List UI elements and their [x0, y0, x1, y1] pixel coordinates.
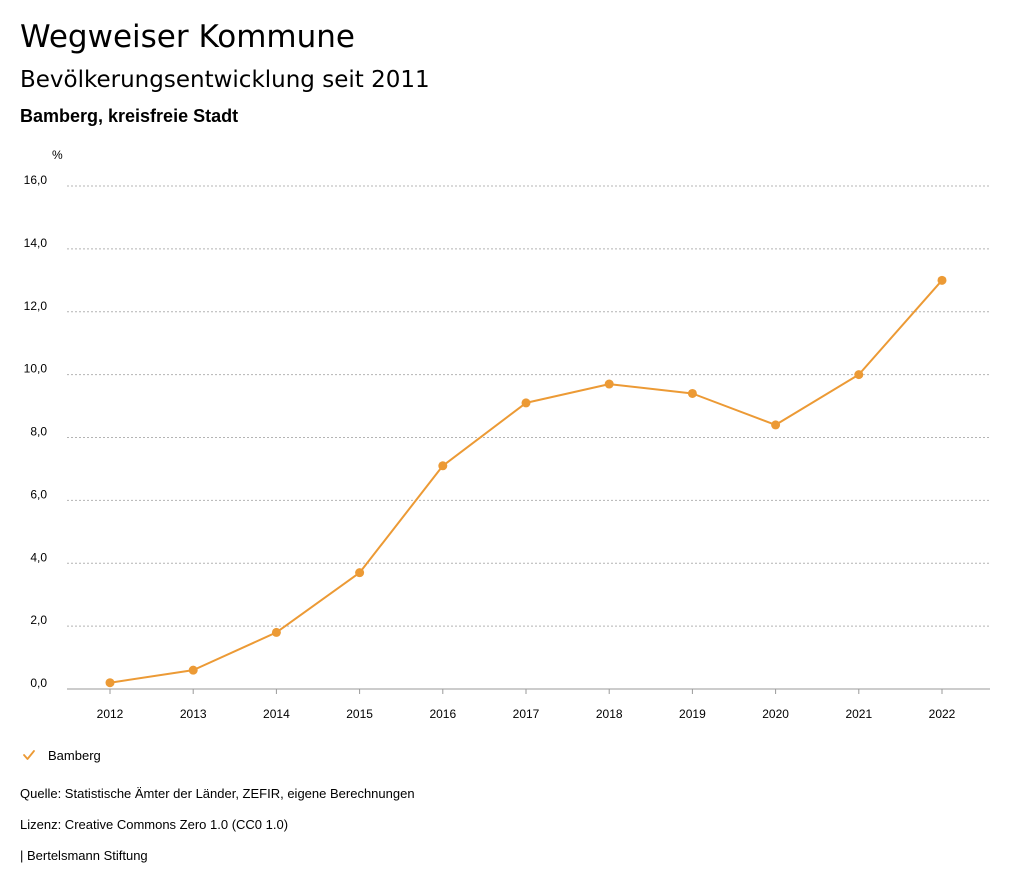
x-tick-label: 2015 [346, 707, 373, 721]
x-tick-label: 2013 [180, 707, 207, 721]
source-note: Quelle: Statistische Ämter der Länder, Z… [20, 786, 415, 801]
x-tick-label: 2020 [762, 707, 789, 721]
x-tick-label: 2017 [513, 707, 540, 721]
data-point [604, 379, 614, 389]
x-tick-label: 2021 [845, 707, 872, 721]
data-point [105, 678, 115, 688]
legend[interactable]: Bamberg [22, 744, 101, 766]
data-point [937, 275, 947, 285]
data-point [854, 370, 864, 380]
x-tick-label: 2016 [429, 707, 456, 721]
legend-label: Bamberg [48, 747, 101, 763]
data-point [355, 568, 365, 578]
x-tick-label: 2022 [929, 707, 956, 721]
x-tick-label: 2019 [679, 707, 706, 721]
y-tick-label: 14,0 [24, 236, 48, 250]
x-tick-label: 2012 [97, 707, 124, 721]
chart-subtitle: Bevölkerungsentwicklung seit 2011 [20, 67, 430, 93]
check-icon [22, 748, 36, 762]
y-tick-label: 10,0 [24, 362, 48, 376]
y-tick-label: 4,0 [30, 550, 47, 564]
series-line [109, 279, 943, 684]
data-point [521, 398, 531, 408]
data-point [271, 627, 281, 637]
publisher-note: | Bertelsmann Stiftung [20, 848, 148, 863]
x-tick-label: 2018 [596, 707, 623, 721]
page-title: Wegweiser Kommune [20, 19, 355, 55]
x-tick-label: 2014 [263, 707, 290, 721]
data-point [438, 461, 448, 471]
line-chart: % 0,0 2,0 4,0 6,0 8,0 10,0 12,0 14,0 16,0 2012 2013… [24, 148, 990, 721]
y-tick-label: 0,0 [30, 676, 47, 690]
y-axis-unit: % [52, 148, 63, 162]
y-tick-label: 6,0 [30, 487, 47, 501]
region-name: Bamberg, kreisfreie Stadt [20, 106, 239, 126]
series-bamberg[interactable] [105, 275, 947, 688]
axes: % 0,0 2,0 4,0 6,0 8,0 10,0 12,0 14,0 16,0 2012 2013… [24, 148, 990, 721]
y-tick-label: 8,0 [30, 425, 47, 439]
y-tick-label: 2,0 [30, 613, 47, 627]
y-tick-label: 16,0 [24, 173, 48, 187]
data-point [687, 388, 697, 398]
y-tick-label: 12,0 [24, 299, 48, 313]
grid-lines [67, 185, 990, 627]
data-point [771, 420, 781, 430]
license-note: Lizenz: Creative Commons Zero 1.0 (CC0 1… [20, 817, 289, 832]
data-point [188, 665, 198, 675]
